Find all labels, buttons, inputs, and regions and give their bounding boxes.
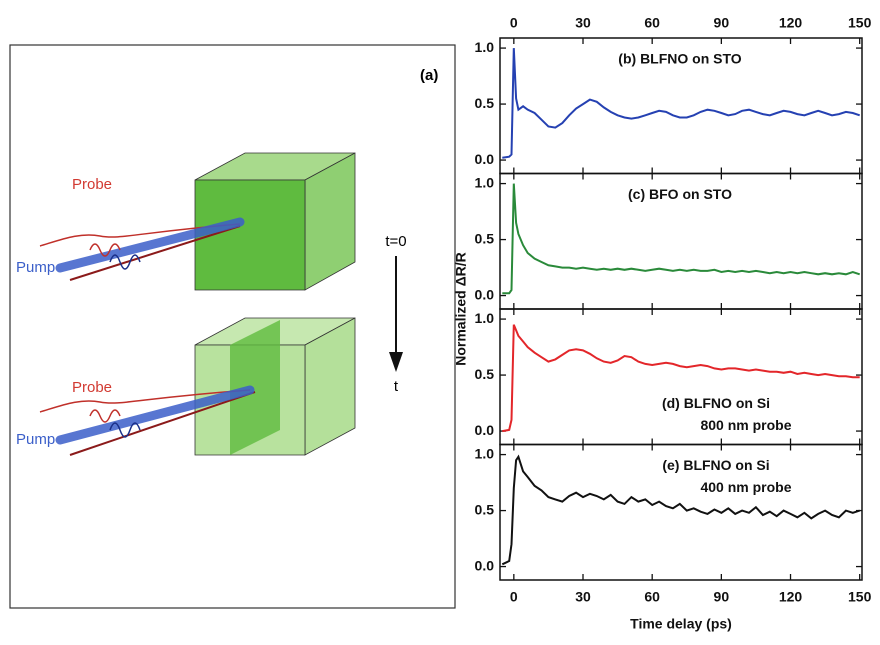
y-tick-label: 0.5 — [475, 95, 495, 111]
probe-label: Probe — [72, 176, 112, 193]
panel-label: (a) — [420, 67, 438, 84]
cube-front — [194, 179, 306, 291]
y-tick-label: 0.5 — [475, 366, 495, 382]
diagram-panel: (a) Probe Pump Probe Pump t=0 t — [9, 44, 456, 609]
y-tick-label: 0.5 — [475, 501, 495, 517]
probe-pulse — [89, 243, 121, 257]
time-end: t — [394, 378, 399, 395]
cube-slab — [230, 320, 280, 455]
y-axis-label: Normalized ΔR/R — [453, 252, 469, 366]
x-tick-label-top: 90 — [714, 15, 730, 31]
x-axis-label: Time delay (ps) — [630, 616, 732, 632]
y-tick-label: 1.0 — [475, 174, 495, 190]
reflected-beam — [69, 225, 241, 281]
data-line — [502, 324, 860, 433]
x-tick-label-top: 0 — [510, 15, 518, 31]
plot-frame — [499, 443, 863, 581]
y-tick-label: 0.0 — [475, 422, 495, 438]
x-tick-label: 120 — [779, 589, 803, 605]
pump-pulse — [109, 422, 141, 438]
annotation: 800 nm probe — [700, 417, 791, 433]
pump-pulse — [109, 254, 141, 270]
probe-pulse — [89, 409, 121, 423]
x-tick-label-top: 120 — [779, 15, 803, 31]
x-tick-label: 90 — [714, 589, 730, 605]
x-tick-label: 0 — [510, 589, 518, 605]
y-tick-label: 1.0 — [475, 310, 495, 326]
annotation: (e) BLFNO on Si — [662, 457, 769, 473]
annotation: (d) BLFNO on Si — [662, 395, 770, 411]
x-tick-label-top: 60 — [644, 15, 660, 31]
y-tick-label: 0.0 — [475, 557, 495, 573]
time-arrow-head — [389, 352, 403, 372]
x-tick-label: 150 — [848, 589, 872, 605]
probe-beam — [39, 389, 251, 413]
pump-label: Pump — [16, 431, 55, 448]
y-tick-label: 1.0 — [475, 39, 495, 55]
probe-beam — [39, 223, 241, 247]
data-line — [501, 454, 861, 566]
y-tick-label: 0.0 — [475, 151, 495, 167]
pump-beam — [55, 385, 255, 445]
y-tick-label: 0.5 — [475, 230, 495, 246]
x-tick-label: 60 — [644, 589, 660, 605]
data-line — [502, 183, 861, 295]
x-tick-label-top: 30 — [575, 15, 591, 31]
x-tick-label: 30 — [575, 589, 591, 605]
x-tick-label-top: 150 — [848, 15, 872, 31]
reflected-beam — [69, 391, 256, 456]
pump-beam — [55, 217, 245, 273]
pump-label: Pump — [16, 259, 55, 276]
annotation: (c) BFO on STO — [628, 186, 732, 202]
time-start: t=0 — [385, 233, 406, 250]
y-tick-label: 0.0 — [475, 286, 495, 302]
annotation: 400 nm probe — [700, 479, 791, 495]
y-tick-label: 1.0 — [475, 445, 495, 461]
data-line — [502, 48, 861, 159]
plot-frame — [499, 308, 863, 446]
annotation: (b) BLFNO on STO — [618, 51, 741, 67]
probe-label: Probe — [72, 379, 112, 396]
